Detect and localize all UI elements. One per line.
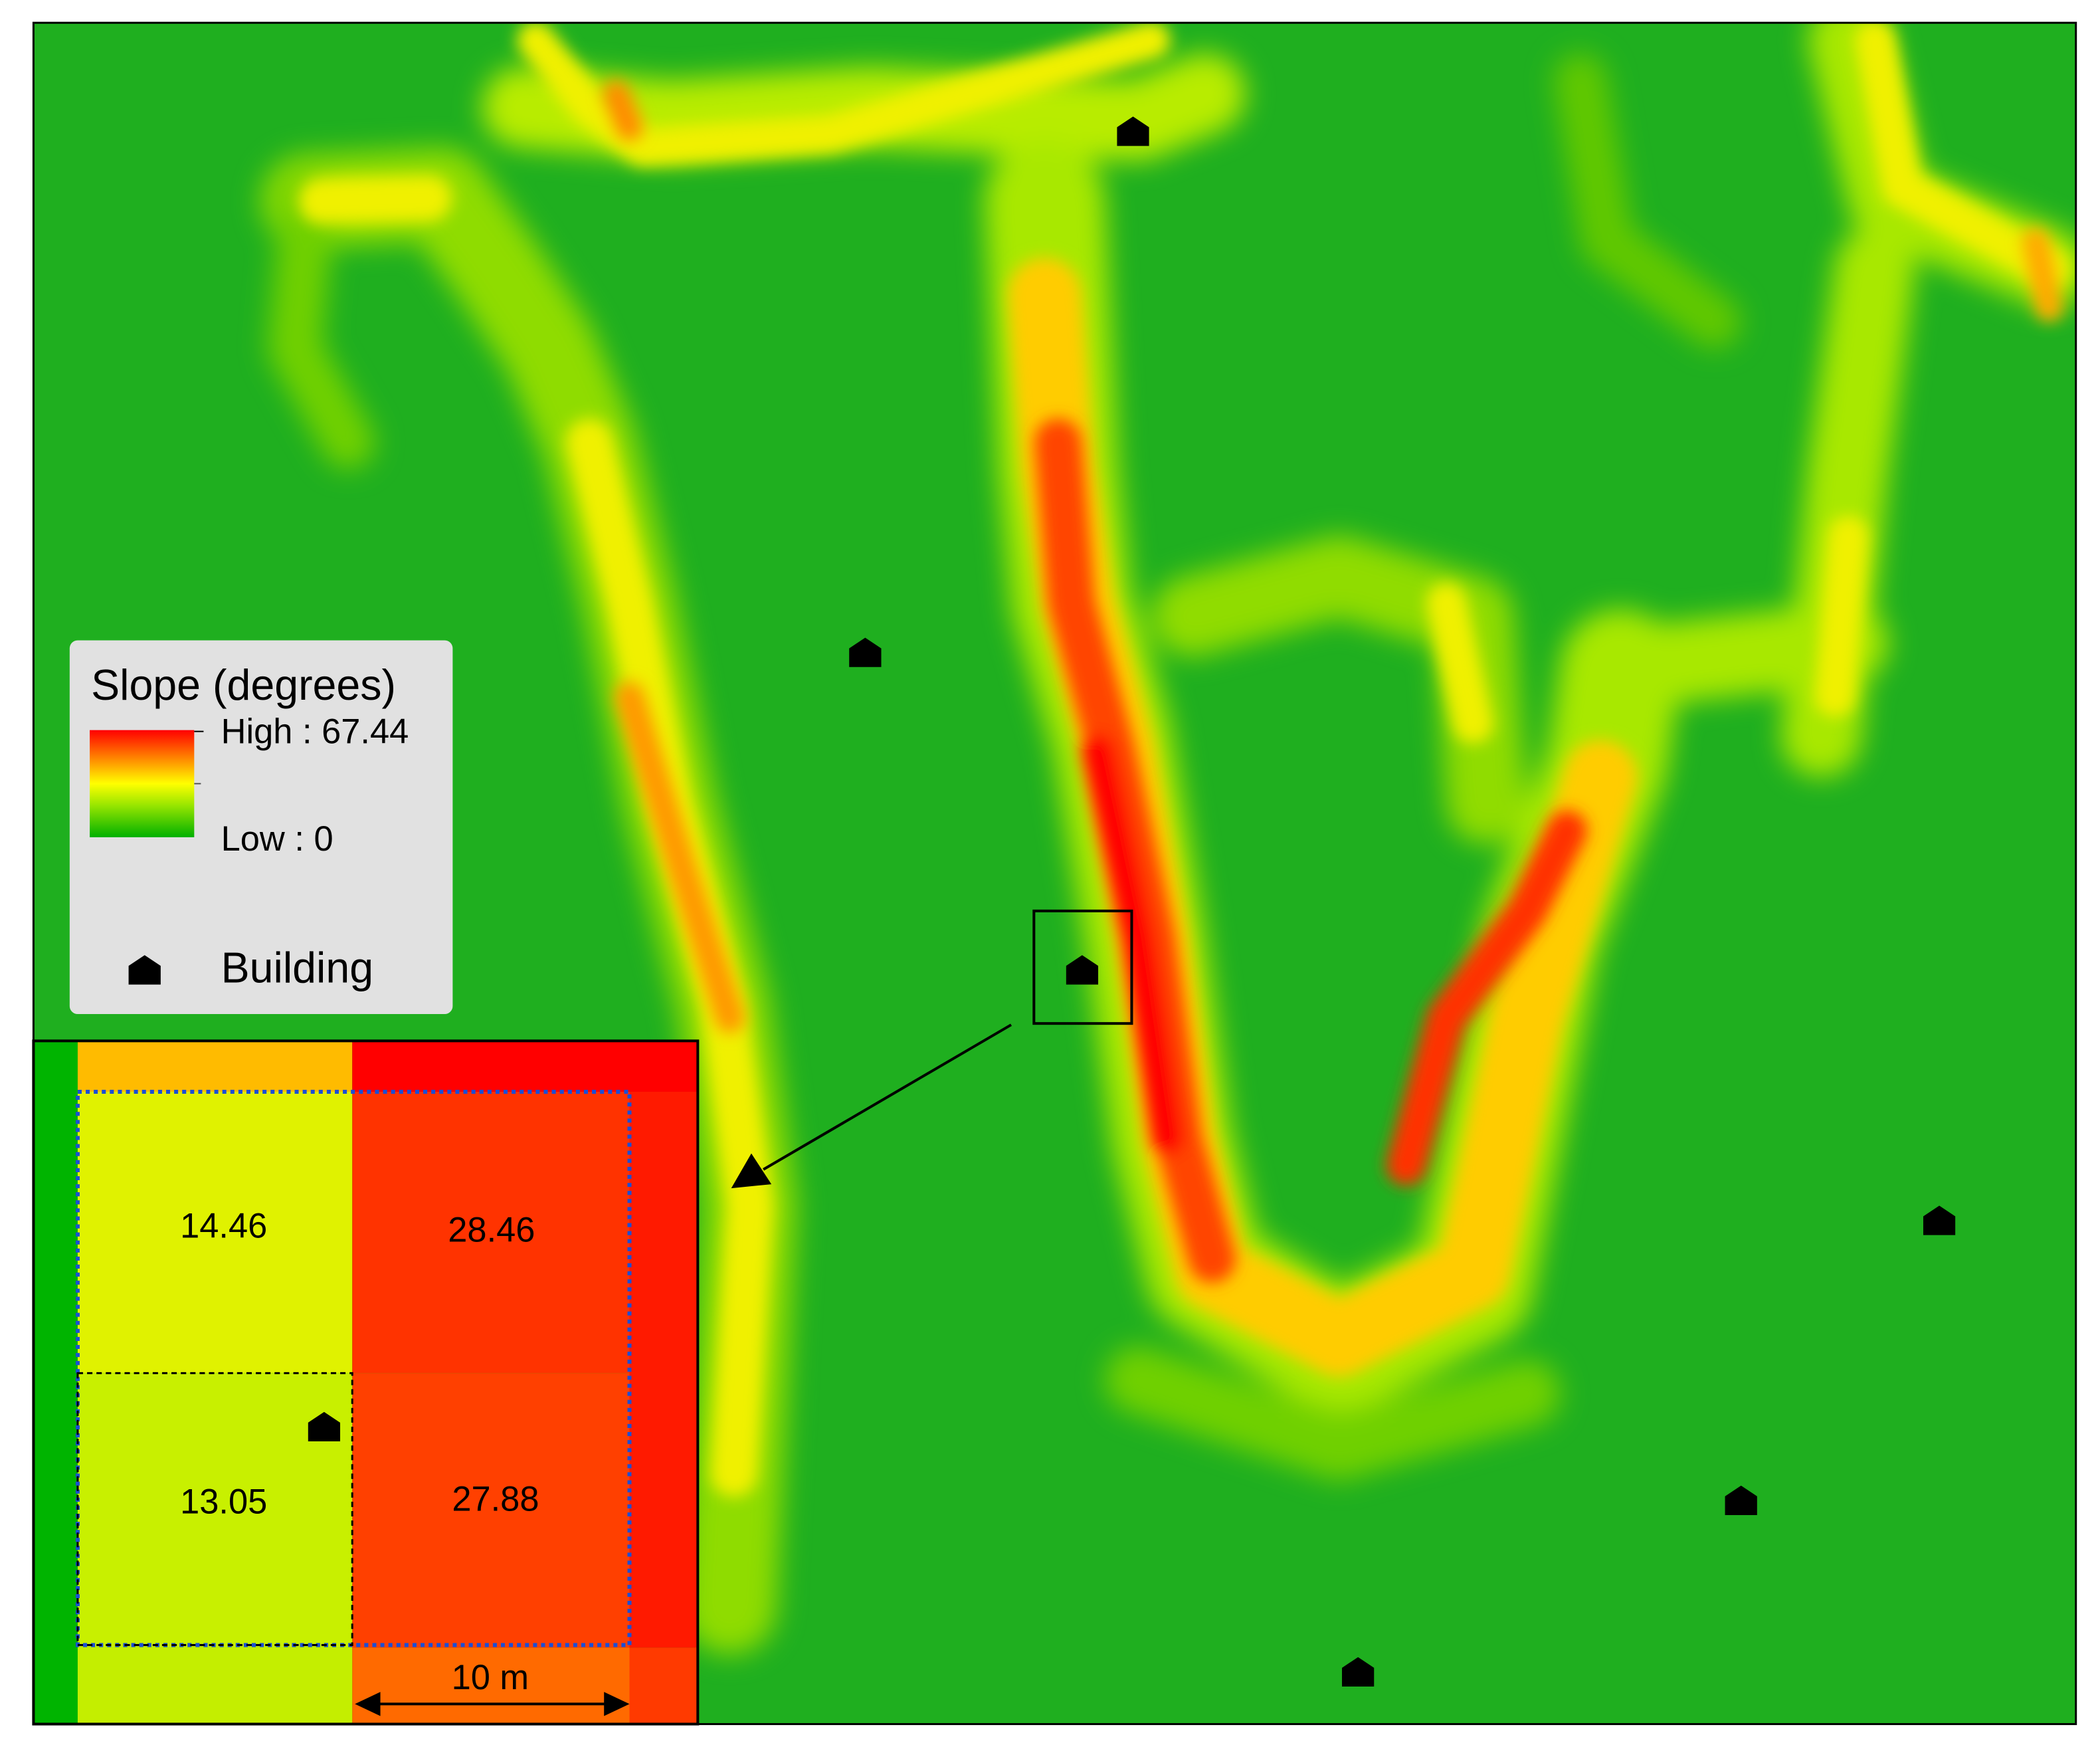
cell [352, 1041, 698, 1092]
legend-building: Building [221, 944, 374, 992]
cell [629, 1647, 698, 1724]
inset-frame [32, 1039, 700, 1726]
cell-value: 14.46 [180, 1207, 267, 1245]
cell [77, 1647, 353, 1724]
cell [352, 1091, 630, 1374]
legend-low: Low : 0 [221, 820, 334, 859]
cell [352, 1373, 630, 1648]
cell-value: 28.46 [448, 1211, 535, 1250]
cell-value: 13.05 [180, 1483, 267, 1522]
cell-value: 27.88 [452, 1481, 539, 1519]
cell [77, 1091, 353, 1374]
cell [77, 1373, 353, 1648]
cell [629, 1091, 698, 1648]
cell-box [76, 1372, 353, 1647]
legend-title: Slope (degrees) [91, 661, 396, 709]
pointer-head [731, 1153, 772, 1189]
slope-high [603, 80, 2063, 1283]
zoom-box [1032, 909, 1133, 1025]
cell [77, 1041, 353, 1092]
pointer-line [763, 1023, 1012, 1171]
buffer-box [75, 1089, 632, 1647]
inset: 14.46 28.46 13.05 27.88 10 m [32, 1039, 700, 1726]
legend-high: High : 67.44 [221, 713, 409, 752]
scale-label: 10 m [452, 1659, 529, 1697]
legend-ramp [90, 730, 195, 837]
cell [352, 1647, 630, 1724]
legend: Slope (degrees) High : 67.44 Low : 0 Bui… [69, 640, 453, 1015]
frame [32, 21, 2077, 1726]
